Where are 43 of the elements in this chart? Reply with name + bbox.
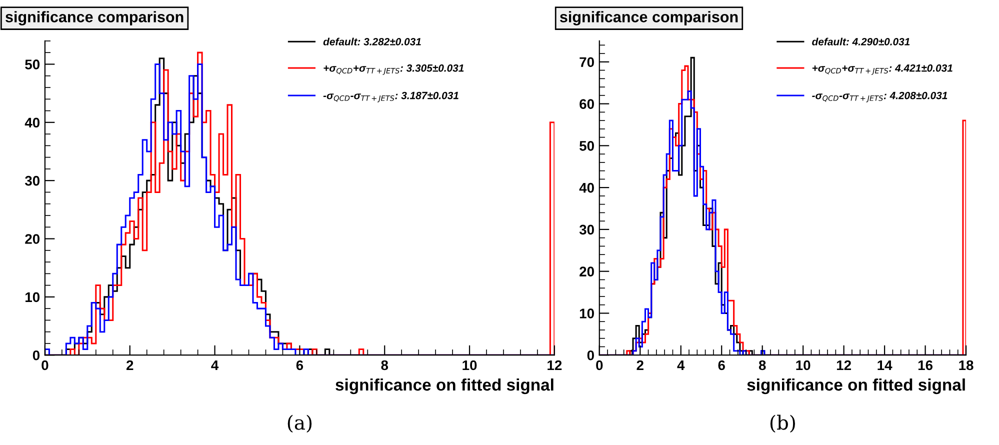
legend-label: -σ$_{QCD}$-σ$_{TT+JETS}$: 3.187±0.031 (323, 92, 458, 102)
x-tick-label: 8 (758, 360, 766, 370)
x-tick-label: 0 (596, 360, 603, 370)
x-tick-label: 10 (462, 360, 477, 370)
y-tick-label: 70 (580, 57, 594, 68)
y-tick-label: 20 (25, 234, 40, 244)
x-tick-label: 0 (42, 360, 48, 370)
y-tick-label: 30 (24, 176, 40, 186)
chart-title: significance comparison (6, 11, 184, 26)
y-tick-label: 10 (26, 292, 40, 302)
chart-title: significance comparison (560, 11, 738, 26)
x-tick-label: 16 (918, 360, 933, 370)
x-tick-label: 18 (959, 360, 974, 370)
x-tick-label: 4 (677, 360, 685, 370)
y-tick-label: 0 (32, 350, 40, 360)
y-tick-label: 30 (579, 224, 594, 235)
y-tick-label: 50 (25, 60, 40, 70)
x-tick-label: 10 (796, 360, 810, 370)
x-tick-label: 8 (381, 360, 388, 370)
x-tick-label: 14 (878, 360, 892, 370)
x-tick-label: 12 (836, 360, 851, 370)
legend-label: -σ$_{QCD}$-σ$_{TT+JETS}$: 4.208±0.031 (812, 92, 948, 102)
y-tick-label: 40 (579, 182, 594, 193)
x-axis-title: significance on fitted signal (747, 378, 965, 394)
x-tick-label: 6 (718, 360, 725, 370)
x-tick-label: 2 (636, 360, 644, 370)
legend-label: default: 4.290±0.031 (812, 38, 910, 46)
legend-label: +σ$_{QCD}$+σ$_{TT+JETS}$: 3.305±0.031 (324, 64, 464, 75)
y-tick-label: 60 (580, 99, 594, 109)
y-tick-label: 40 (24, 118, 40, 128)
x-tick-label: 12 (548, 360, 562, 370)
y-tick-label: 0 (587, 350, 594, 360)
y-tick-label: 20 (580, 266, 594, 276)
x-axis-title: significance on fitted signal (336, 378, 554, 394)
legend-label: +σ$_{QCD}$+σ$_{TT+JETS}$: 4.421±0.031 (812, 64, 952, 75)
y-tick-label: 10 (580, 308, 594, 318)
text: (b) (770, 414, 795, 433)
text: (a) (288, 414, 312, 433)
y-tick-label: 50 (580, 141, 594, 151)
x-tick-label: 6 (296, 360, 304, 370)
legend-label: default: 3.282±0.031 (323, 38, 421, 46)
x-tick-label: 4 (211, 360, 219, 370)
x-tick-label: 2 (126, 360, 134, 370)
